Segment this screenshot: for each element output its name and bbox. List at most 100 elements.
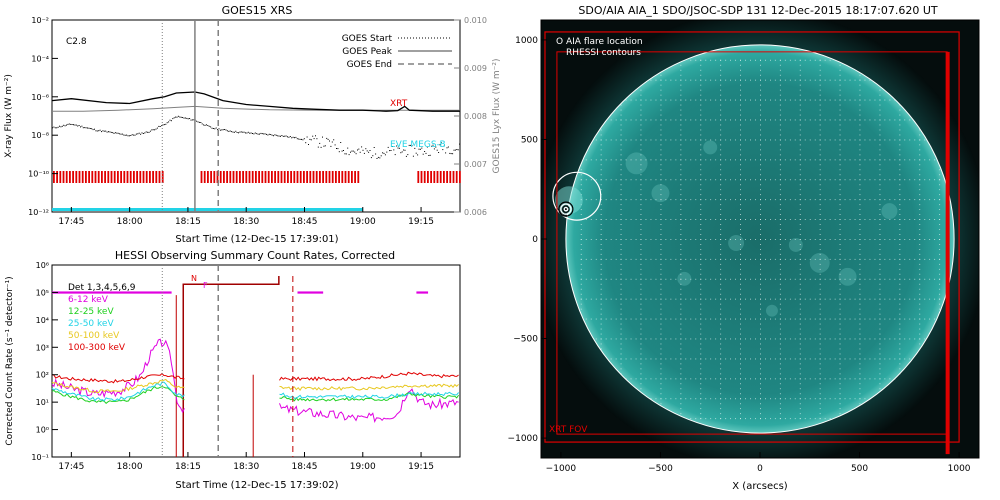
aia-grid-dot: [640, 209, 642, 210]
aia-grid-dot: [859, 204, 861, 206]
goes-xrt-coverage-mark: [315, 171, 318, 183]
aia-grid-dot: [844, 239, 846, 240]
aia-grid-dot: [760, 74, 761, 76]
goes-xrt-coverage-mark: [299, 171, 302, 183]
aia-grid-dot: [685, 278, 687, 280]
aia-grid-dot: [650, 258, 652, 260]
aia-grid-dot: [660, 373, 662, 375]
aia-grid-dot: [660, 194, 662, 196]
aia-grid-dot: [819, 253, 821, 255]
aia-grid-dot: [819, 383, 821, 385]
aia-grid-dot: [650, 139, 652, 141]
aia-grid-dot: [919, 154, 921, 156]
aia-grid-dot: [670, 139, 672, 141]
aia-grid-dot: [670, 179, 672, 181]
goes-short-channel-point: [56, 127, 58, 129]
aia-grid-dot: [680, 373, 682, 375]
aia-grid-dot: [774, 338, 776, 340]
hessi-legend-6-12: 6-12 keV: [68, 295, 109, 305]
aia-grid-dot: [899, 219, 901, 220]
aia-grid-dot: [779, 308, 781, 310]
aia-grid-dot: [635, 278, 637, 280]
goes-short-channel-point: [252, 133, 253, 134]
aia-grid-dot: [715, 59, 717, 61]
aia-grid-dot: [705, 258, 707, 260]
aia-grid-dot: [705, 418, 707, 420]
aia-grid-dot: [660, 114, 662, 116]
aia-grid-dot: [919, 318, 921, 320]
aia-grid-dot: [700, 204, 702, 206]
goes-short-channel-point: [130, 135, 132, 136]
aia-grid-dot: [620, 194, 622, 196]
aia-grid-dot: [819, 159, 821, 161]
aia-grid-dot: [715, 378, 717, 380]
aia-grid-dot: [680, 234, 682, 235]
aia-grid-dot: [799, 393, 801, 395]
aia-grid-dot: [720, 124, 722, 126]
aia-grid-dot: [755, 418, 756, 420]
aia-grid-dot: [745, 318, 746, 320]
aia-grid-dot: [680, 79, 682, 81]
aia-grid-dot: [680, 189, 682, 191]
hessi-x-axis: 17:45 18:00 18:15 18:30 18:45 19:00 19:15: [58, 452, 434, 472]
goes-xrt-coverage-mark: [274, 171, 276, 183]
aia-grid-dot: [640, 109, 642, 111]
aia-grid-dot: [670, 318, 672, 320]
aia-grid-dot: [760, 154, 761, 156]
aia-grid-dot: [909, 179, 911, 181]
aia-grid-dot: [740, 388, 741, 390]
aia-grid-dot: [929, 239, 931, 240]
aia-grid-dot: [894, 219, 896, 220]
aia-grid-dot: [700, 333, 702, 335]
aia-grid-dot: [735, 278, 736, 280]
hessi-x-tick-label: 18:45: [292, 462, 318, 472]
aia-grid-dot: [839, 308, 841, 310]
aia-grid-dot: [720, 353, 722, 355]
aia-grid-dot: [774, 258, 776, 260]
aia-grid-dot: [854, 298, 856, 300]
aia-grid-dot: [819, 64, 821, 66]
aia-grid-dot: [725, 99, 727, 101]
goes-short-channel-point: [119, 133, 121, 135]
aia-grid-dot: [774, 298, 776, 300]
goes-short-channel-point: [415, 152, 417, 154]
aia-grid-dot: [904, 298, 906, 300]
goes-xrt-coverage-mark: [322, 171, 324, 183]
aia-grid-dot: [914, 199, 916, 201]
aia-grid-dot: [725, 338, 727, 340]
aia-grid-dot: [620, 144, 622, 146]
aia-grid-dot: [779, 328, 781, 330]
goes-short-channel-point: [70, 123, 72, 125]
aia-grid-dot: [665, 258, 667, 260]
aia-grid-dot: [740, 298, 741, 300]
aia-grid-dot: [720, 303, 722, 305]
goes-short-channel-point: [282, 135, 284, 137]
aia-grid-dot: [640, 283, 642, 285]
goes-xrt-coverage-mark: [354, 171, 356, 183]
aia-grid-dot: [839, 353, 841, 355]
goes-short-channel-point: [193, 119, 195, 121]
aia-grid-dot: [819, 219, 821, 220]
goes-y-tick-label: 10⁻¹⁰: [28, 170, 49, 179]
aia-grid-dot: [755, 398, 756, 400]
goes-short-channel-point: [61, 125, 63, 127]
aia-grid-dot: [660, 154, 662, 156]
aia-grid-dot: [630, 358, 632, 360]
aia-grid-dot: [635, 298, 637, 300]
aia-grid-dot: [705, 239, 707, 240]
goes-short-channel-point: [60, 126, 62, 128]
aia-grid-dot: [889, 99, 891, 101]
aia-grid-dot: [660, 219, 662, 220]
aia-grid-dot: [725, 398, 727, 400]
aia-grid-dot: [600, 204, 602, 206]
aia-grid-dot: [859, 368, 861, 370]
aia-grid-dot: [700, 403, 702, 405]
aia-grid-dot: [730, 59, 731, 61]
aia-grid-dot: [730, 179, 731, 181]
aia-grid-dot: [859, 403, 861, 405]
aia-grid-dot: [750, 239, 751, 240]
goes-xrt-coverage-mark: [439, 171, 442, 183]
aia-grid-dot: [680, 99, 682, 101]
aia-grid-dot: [799, 224, 801, 225]
aia-xrt-fov-label: XRT FOV: [549, 425, 588, 435]
